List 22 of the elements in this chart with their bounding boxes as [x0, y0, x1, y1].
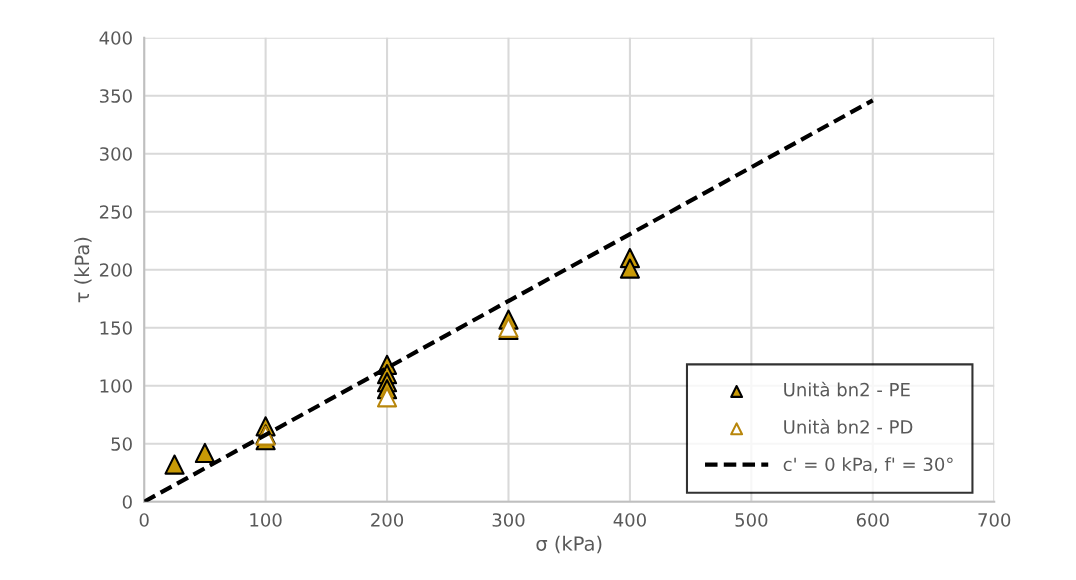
y-tick-label: 400	[99, 31, 132, 45]
legend-label: c' = 0 kPa, f' = 30°	[783, 457, 953, 473]
x-tick-label: 600	[856, 513, 889, 527]
legend-label: Unità bn2 - PD	[784, 419, 913, 434]
y-tick-label: 50	[111, 437, 132, 451]
y-tick-label: 250	[99, 205, 132, 219]
x-tick-label: 700	[978, 513, 1011, 527]
x-axis-title: σ (kPa)	[536, 535, 602, 554]
x-tick-label: 0	[139, 513, 149, 527]
y-tick-label: 350	[99, 89, 132, 103]
x-tick-label: 100	[250, 513, 282, 527]
y-tick-label: 0	[122, 495, 132, 509]
y-tick-label: 150	[100, 321, 132, 335]
y-axis-title: τ (kPa)	[74, 237, 92, 303]
legend-label: Unità bn2 - PE	[784, 381, 910, 397]
x-tick-label: 200	[371, 513, 404, 527]
x-tick-label: 500	[735, 513, 768, 527]
y-tick-label: 300	[99, 147, 132, 161]
x-tick-label: 400	[613, 513, 646, 527]
x-tick-label: 300	[492, 513, 525, 527]
y-tick-label: 100	[100, 379, 132, 393]
y-tick-label: 200	[99, 263, 132, 277]
